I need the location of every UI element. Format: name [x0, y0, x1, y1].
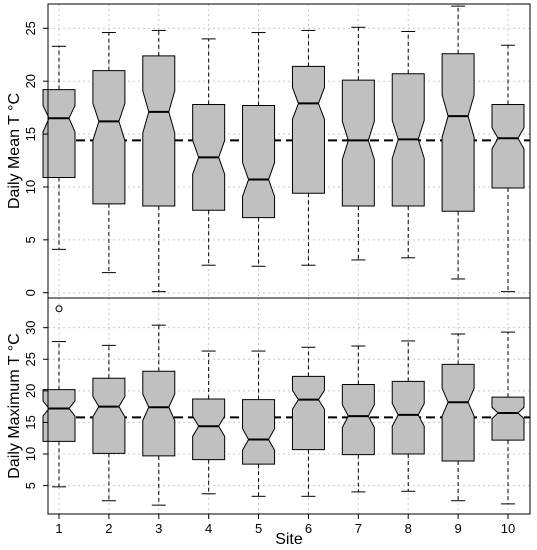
y-tick-label: 10 — [23, 447, 38, 461]
notched-box — [92, 377, 126, 454]
box-site-1 — [42, 305, 76, 488]
y-tick-label: 25 — [23, 352, 38, 366]
box-site-9 — [441, 5, 475, 280]
box-site-1 — [42, 45, 76, 250]
y-tick-label: 30 — [23, 320, 38, 334]
boxes-daily-mean — [42, 5, 525, 293]
y-tick-label: 5 — [23, 482, 38, 489]
box-site-4 — [192, 350, 226, 495]
notched-box — [192, 398, 226, 461]
x-tick-label: 3 — [155, 521, 162, 536]
box-site-3 — [142, 324, 176, 506]
box-site-10 — [491, 331, 525, 505]
boxes-daily-maximum — [42, 305, 525, 506]
notched-box — [491, 396, 525, 441]
notched-box — [142, 55, 176, 207]
y-tick-label: 5 — [23, 236, 38, 243]
notched-box — [142, 370, 176, 457]
x-tick-label: 10 — [501, 521, 515, 536]
notched-box — [441, 363, 475, 462]
box-site-4 — [192, 38, 226, 266]
y-axis-title-daily-mean: Daily Mean T °C — [6, 93, 23, 209]
x-axis-title: Site — [275, 531, 303, 548]
box-site-2 — [92, 344, 126, 502]
y-axis-title-daily-maximum: Daily Maximum T °C — [6, 333, 23, 478]
x-tick-label: 1 — [55, 521, 62, 536]
notched-box — [291, 65, 325, 194]
box-site-10 — [491, 44, 525, 293]
y-tick-label: 25 — [23, 21, 38, 35]
x-tick-label: 9 — [454, 521, 461, 536]
outlier-point — [55, 305, 63, 313]
x-axis: 1 2 3 4 5 6 7 8 9 10 — [55, 514, 515, 536]
y-axis-daily-mean: 0 5 10 15 20 25 — [23, 21, 48, 296]
notched-box — [341, 79, 375, 207]
box-site-7 — [341, 345, 375, 493]
y-tick-label: 20 — [23, 384, 38, 398]
box-site-6 — [291, 29, 325, 266]
y-tick-label: 15 — [23, 127, 38, 141]
notched-box — [42, 89, 76, 178]
x-tick-label: 8 — [405, 521, 412, 536]
box-site-9 — [441, 333, 475, 502]
panel-daily-mean: 0 5 10 15 20 25 Daily Mean T °C — [6, 3, 531, 299]
notched-box — [42, 389, 76, 442]
notched-box — [441, 53, 475, 212]
y-tick-label: 15 — [23, 415, 38, 429]
y-tick-label: 0 — [23, 289, 38, 296]
notched-box — [291, 375, 325, 451]
x-tick-label: 7 — [355, 521, 362, 536]
box-site-5 — [242, 350, 276, 497]
box-site-7 — [341, 26, 375, 261]
box-site-3 — [142, 29, 176, 293]
notched-box — [92, 70, 126, 205]
y-axis-daily-maximum: 5 10 15 20 25 30 — [23, 320, 48, 489]
x-tick-label: 2 — [105, 521, 112, 536]
box-site-5 — [242, 32, 276, 267]
y-tick-label: 10 — [23, 180, 38, 194]
box-site-8 — [391, 340, 425, 492]
x-tick-label: 6 — [305, 521, 312, 536]
notched-box — [242, 105, 276, 219]
notched-box — [242, 399, 276, 465]
box-site-6 — [291, 346, 325, 497]
panel-daily-maximum: 5 10 15 20 25 30 Daily Maximum T °C — [6, 297, 531, 515]
box-site-8 — [391, 30, 425, 259]
notched-box — [341, 384, 375, 456]
y-tick-label: 20 — [23, 74, 38, 88]
x-tick-label: 5 — [255, 521, 262, 536]
notched-box — [491, 103, 525, 189]
x-tick-label: 4 — [205, 521, 212, 536]
box-site-2 — [92, 32, 126, 274]
plot-frame-daily-maximum — [47, 297, 531, 515]
notched-box — [391, 380, 425, 455]
